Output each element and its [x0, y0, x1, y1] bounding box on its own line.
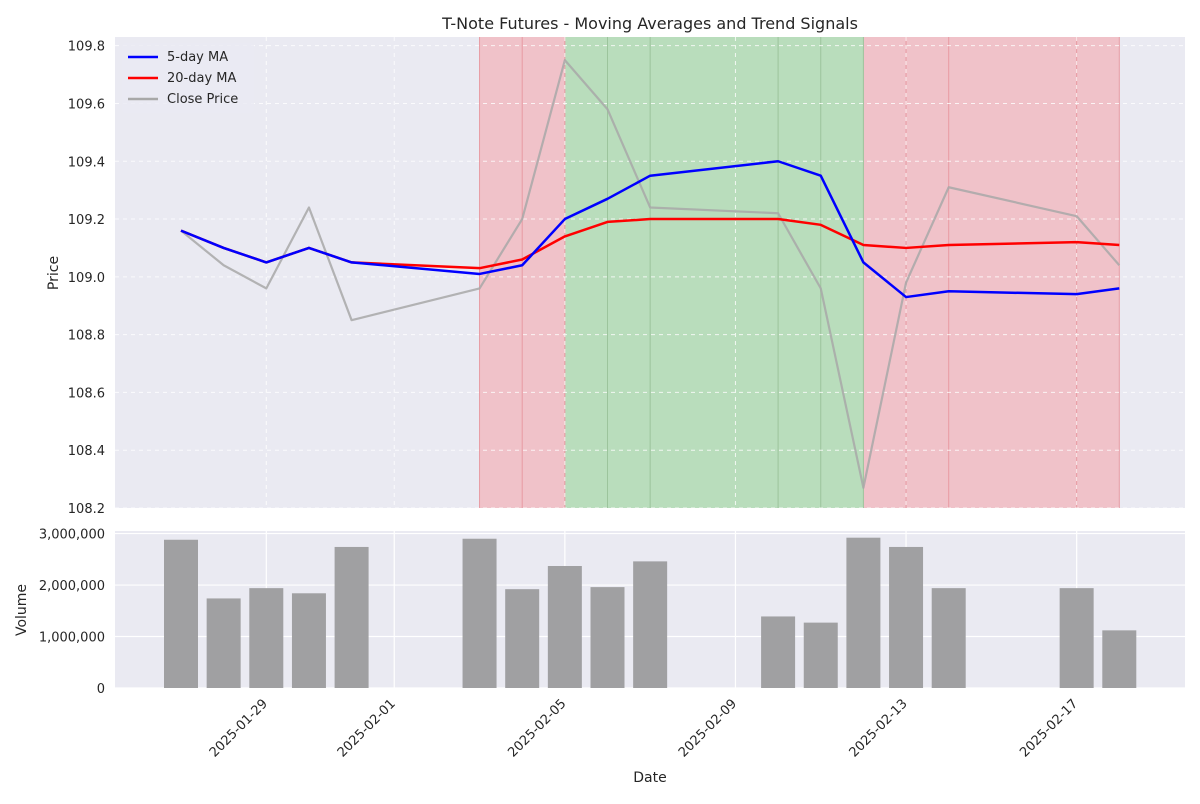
volume-ytick-label: 3,000,000: [39, 528, 105, 543]
volume-bar: [249, 588, 284, 688]
volume-bar: [206, 598, 241, 688]
volume-bar: [889, 546, 924, 688]
price-ytick-label: 108.4: [68, 444, 105, 459]
legend-label-ma20: 20-day MA: [167, 71, 236, 86]
volume-bar: [761, 616, 796, 688]
volume-bar: [291, 593, 326, 688]
legend-label-ma5: 5-day MA: [167, 50, 228, 65]
chart-title: T-Note Futures - Moving Averages and Tre…: [441, 14, 858, 33]
price-ytick-label: 109.0: [68, 271, 105, 286]
price-ytick-label: 109.2: [68, 213, 105, 228]
series-line-ma5: [180, 160, 1120, 299]
volume-bar: [803, 622, 838, 688]
volume-bar: [590, 587, 625, 688]
price-ytick-label: 109.4: [68, 155, 105, 170]
volume-ytick-label: 2,000,000: [39, 579, 105, 594]
volume-ytick-label: 0: [97, 682, 105, 697]
signal-region-bearish-2: [863, 37, 1120, 508]
volume-bar: [505, 589, 540, 688]
volume-axis-label: Volume: [14, 584, 30, 636]
volume-bar: [334, 546, 369, 688]
price-ytick-label: 109.6: [68, 97, 105, 112]
volume-bar: [931, 588, 966, 688]
volume-bar: [547, 566, 582, 688]
legend-label-close: Close Price: [167, 92, 238, 107]
x-tick-label: 2025-02-09: [676, 696, 740, 760]
volume-bar: [1059, 588, 1094, 688]
volume-bar: [462, 538, 497, 688]
legend-box: [122, 43, 254, 113]
volume-bar: [846, 537, 881, 688]
x-tick-label: 2025-02-13: [847, 696, 911, 760]
x-tick-label: 2025-02-01: [335, 696, 399, 760]
price-ytick-label: 108.2: [68, 502, 105, 517]
x-axis-label: Date: [633, 770, 666, 786]
volume-ytick-label: 1,000,000: [39, 631, 105, 646]
legend: 5-day MA 20-day MA Close Price: [122, 43, 254, 113]
x-tick-label: 2025-02-17: [1017, 696, 1081, 760]
price-ytick-label: 109.8: [68, 40, 105, 55]
signal-region-bullish-1: [564, 37, 864, 508]
series-line-close: [180, 59, 1121, 489]
x-tick-label: 2025-02-05: [505, 696, 569, 760]
price-axis-label: Price: [46, 256, 62, 290]
volume-bar: [1102, 630, 1137, 688]
price-ytick-label: 108.8: [68, 329, 105, 344]
volume-bar: [633, 561, 668, 688]
price-ytick-label: 108.6: [68, 386, 105, 401]
volume-bar: [164, 539, 198, 688]
x-tick-label: 2025-01-29: [207, 696, 271, 760]
